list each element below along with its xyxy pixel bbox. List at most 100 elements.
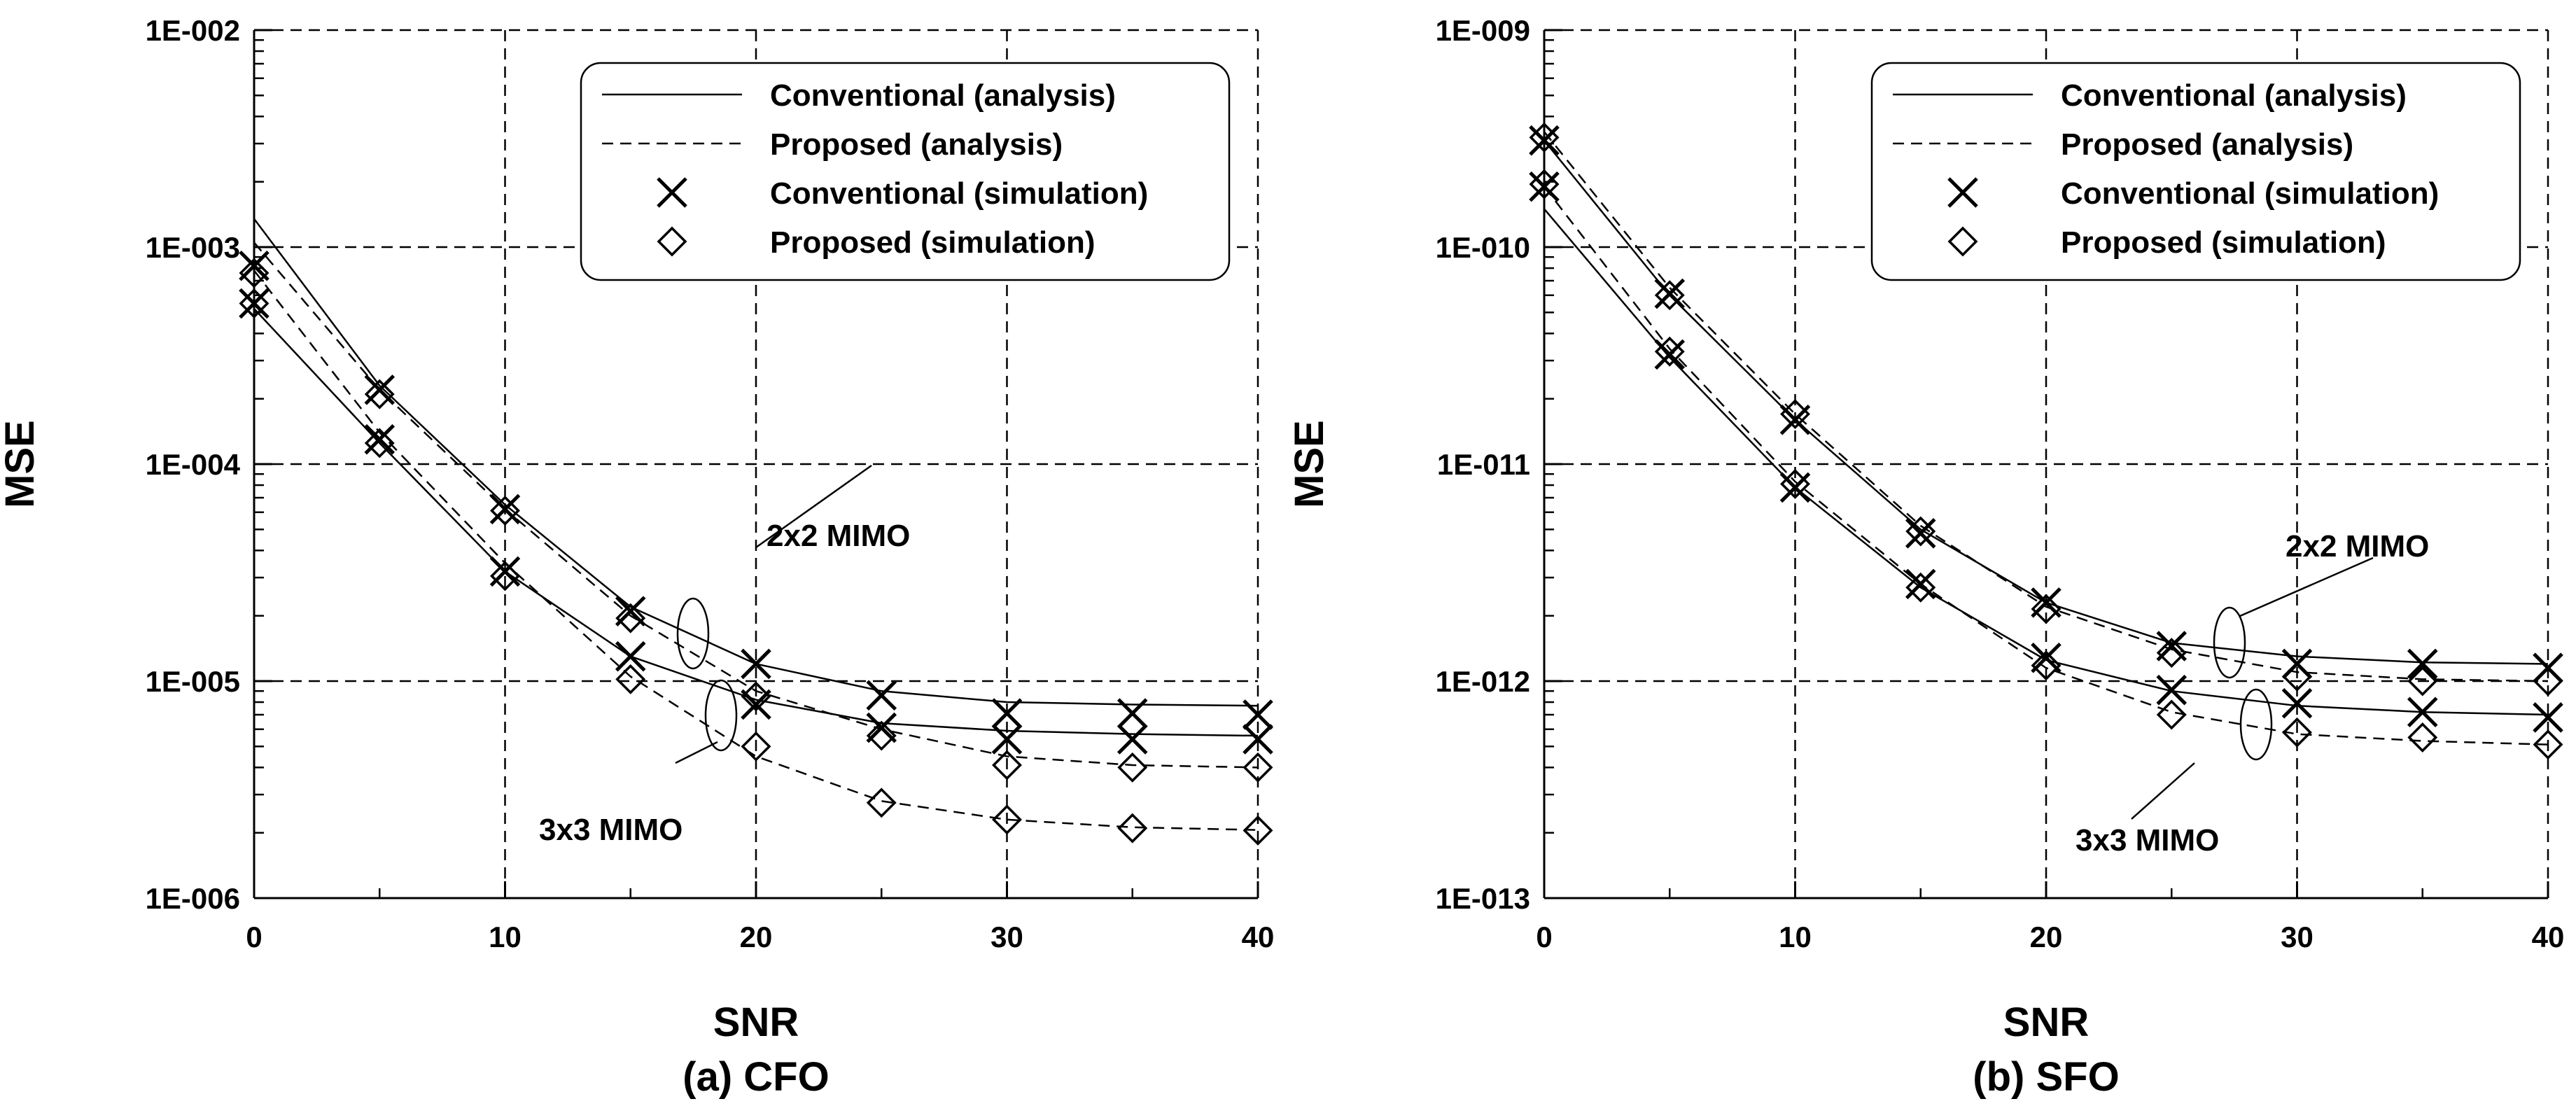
legend-entry-label: Proposed (analysis) bbox=[770, 127, 1063, 162]
x-tick-label: 20 bbox=[740, 920, 773, 953]
data-point-x-3x3 bbox=[2281, 687, 2313, 719]
data-point-x-2x2 bbox=[1529, 125, 1560, 156]
x-tick-label: 0 bbox=[1536, 920, 1552, 953]
data-point-diamond-2x2 bbox=[364, 379, 395, 410]
legend: Conventional (analysis) Proposed (analysi… bbox=[580, 62, 1231, 281]
data-point-x-2x2 bbox=[741, 648, 771, 680]
data-point-x-3x3 bbox=[1654, 339, 1686, 370]
y-axis-title: MSE bbox=[1287, 420, 1332, 508]
data-point-diamond-2x2 bbox=[1242, 752, 1273, 783]
x-tick-label: 40 bbox=[2532, 920, 2565, 953]
y-tick-label: 1E-004 bbox=[146, 448, 241, 481]
data-point-x-3x3 bbox=[2533, 702, 2563, 733]
legend-entry-label: Conventional (analysis) bbox=[770, 78, 1116, 113]
data-point-x-3x3 bbox=[741, 689, 771, 720]
data-point-diamond-2x2 bbox=[2407, 666, 2438, 696]
data-point-diamond-3x3 bbox=[1780, 468, 1810, 499]
series-line-3x3-proposed bbox=[1544, 186, 2549, 746]
data-point-diamond-2x2 bbox=[741, 681, 771, 712]
data-point-x-3x3 bbox=[1116, 724, 1148, 755]
data-point-x-3x3 bbox=[2156, 674, 2188, 706]
plot-area bbox=[239, 218, 1273, 846]
data-point-diamond-2x2 bbox=[2282, 661, 2312, 692]
annotation-ellipse bbox=[704, 679, 738, 752]
data-point-x-3x3 bbox=[991, 724, 1023, 755]
annotation-leader-line bbox=[2239, 556, 2374, 617]
data-point-x-2x2 bbox=[1116, 698, 1148, 729]
y-axis-title: MSE bbox=[0, 420, 43, 508]
x-tick-label: 40 bbox=[1242, 920, 1275, 953]
data-point-diamond-2x2 bbox=[866, 720, 897, 751]
y-tick-label: 1E-010 bbox=[1436, 231, 1530, 264]
data-point-x-3x3 bbox=[2031, 642, 2062, 673]
annotation-leader-line bbox=[755, 464, 872, 549]
data-point-diamond-3x3 bbox=[1117, 813, 1148, 844]
data-point-x-3x3 bbox=[866, 712, 897, 743]
x-tick-label: 0 bbox=[246, 920, 262, 953]
series-line-3x3-proposed bbox=[253, 270, 1259, 831]
annotation-label: 2x2 MIMO bbox=[2286, 529, 2429, 564]
data-point-diamond-3x3 bbox=[741, 731, 771, 762]
y-tick-label: 1E-003 bbox=[146, 231, 240, 264]
data-point-diamond-3x3 bbox=[1905, 572, 1936, 603]
data-point-diamond-2x2 bbox=[1905, 516, 1936, 547]
legend: Conventional (analysis) Proposed (analysi… bbox=[1870, 62, 2521, 281]
legend-symbol-x-marker bbox=[657, 177, 687, 208]
legend-entry-label: Proposed (simulation) bbox=[2061, 225, 2386, 260]
data-point-x-3x3 bbox=[1529, 171, 1560, 202]
y-tick-label: 1E-012 bbox=[1436, 665, 1530, 698]
data-point-x-2x2 bbox=[1654, 278, 1686, 309]
data-point-diamond-3x3 bbox=[239, 288, 270, 318]
y-tick-label: 1E-002 bbox=[146, 14, 240, 47]
x-axis-title: SNR bbox=[713, 1000, 799, 1045]
annotation-label: 3x3 MIMO bbox=[539, 813, 682, 847]
data-point-diamond-3x3 bbox=[2031, 650, 2062, 681]
legend-symbol-diamond-marker bbox=[657, 226, 687, 257]
legend-symbol-diamond-marker bbox=[1947, 226, 1978, 257]
data-point-x-3x3 bbox=[239, 288, 270, 319]
data-point-diamond-3x3 bbox=[2156, 699, 2187, 730]
data-point-diamond-2x2 bbox=[992, 750, 1022, 780]
legend-entry-label: Conventional (simulation) bbox=[770, 176, 1148, 211]
annotation-label: 2x2 MIMO bbox=[766, 519, 910, 553]
data-point-x-2x2 bbox=[239, 250, 270, 281]
annotation-label: 3x3 MIMO bbox=[2076, 823, 2219, 858]
legend-entry-label: Proposed (analysis) bbox=[2061, 127, 2353, 162]
data-point-x-3x3 bbox=[615, 640, 646, 672]
data-point-diamond-3x3 bbox=[615, 664, 646, 694]
data-point-diamond-3x3 bbox=[1529, 169, 1560, 200]
data-point-diamond-3x3 bbox=[866, 788, 897, 818]
data-point-x-2x2 bbox=[2407, 648, 2438, 680]
legend-entry-label: Conventional (analysis) bbox=[2061, 78, 2407, 113]
data-point-x-3x3 bbox=[1779, 472, 1811, 503]
y-tick-label: 1E-009 bbox=[1436, 14, 1530, 47]
data-point-diamond-2x2 bbox=[1654, 280, 1685, 311]
data-point-diamond-2x2 bbox=[2031, 594, 2062, 624]
x-tick-label: 30 bbox=[2281, 920, 2314, 953]
data-point-diamond-2x2 bbox=[1529, 122, 1560, 153]
data-point-diamond-2x2 bbox=[2156, 638, 2187, 668]
annotation-ellipse bbox=[2213, 606, 2246, 679]
panel-caption: (a) CFO bbox=[682, 1054, 829, 1100]
data-point-x-3x3 bbox=[1905, 568, 1936, 600]
x-tick-label: 30 bbox=[990, 920, 1023, 953]
y-tick-label: 1E-005 bbox=[146, 665, 240, 698]
x-tick-label: 20 bbox=[2030, 920, 2063, 953]
series-line-2x2-proposed bbox=[1544, 131, 2549, 682]
data-point-diamond-3x3 bbox=[490, 561, 520, 592]
data-point-diamond-3x3 bbox=[2533, 729, 2563, 760]
plot-area bbox=[1529, 122, 2563, 760]
data-point-diamond-3x3 bbox=[992, 804, 1022, 835]
panel-caption: (b) SFO bbox=[1973, 1054, 2119, 1100]
x-axis-title: SNR bbox=[2003, 1000, 2089, 1045]
data-point-diamond-2x2 bbox=[490, 496, 520, 526]
data-point-diamond-2x2 bbox=[2533, 666, 2563, 696]
data-point-diamond-3x3 bbox=[364, 428, 395, 458]
y-tick-label: 1E-011 bbox=[1437, 448, 1530, 481]
data-point-x-2x2 bbox=[1905, 518, 1936, 549]
data-point-x-2x2 bbox=[866, 680, 897, 711]
data-point-diamond-3x3 bbox=[1654, 336, 1685, 367]
annotation-leader-line bbox=[675, 741, 718, 764]
annotation-leader-line bbox=[2131, 762, 2195, 820]
